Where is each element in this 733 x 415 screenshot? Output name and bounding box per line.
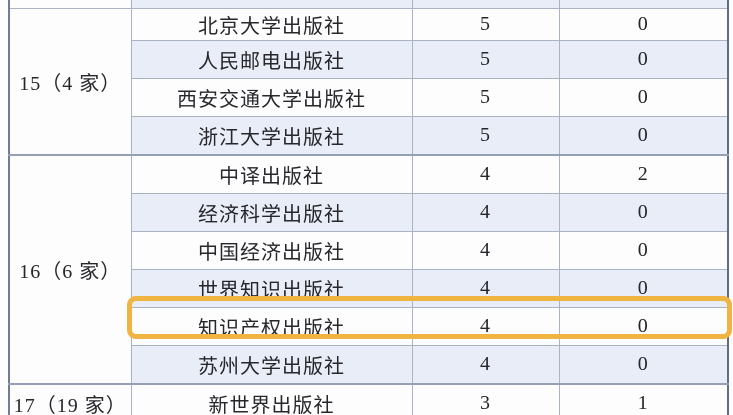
count-cell: 5 — [411, 78, 560, 117]
count-cell: 4 — [411, 193, 560, 232]
count-cell: 4 — [411, 269, 560, 308]
count-cell: 5 — [411, 40, 560, 79]
publisher-cell: 苏州大学出版社 — [130, 345, 413, 385]
publisher-cell: 中译出版社 — [130, 154, 413, 194]
publisher-cell: 世界知识出版社 — [130, 269, 413, 308]
table-row: 17（19 家） 新世界出版社 3 1 — [8, 383, 729, 415]
count-cell: 4 — [411, 154, 560, 194]
secondary-count-cell: 1 — [558, 383, 729, 415]
table-row: 西安交通大学出版社 5 0 — [9, 78, 729, 117]
secondary-count-cell: 2 — [558, 154, 729, 194]
publisher-cell: 北京大学出版社 — [130, 8, 413, 41]
secondary-count-cell: 0 — [558, 78, 729, 117]
publisher-cell: 西安交通大学出版社 — [130, 78, 413, 117]
group-cell-16: 16（6 家） — [8, 154, 132, 385]
secondary-count-cell: 0 — [558, 40, 729, 79]
top-sliver-cell — [411, 0, 560, 9]
secondary-count-cell: 0 — [558, 231, 729, 270]
secondary-count-cell: 0 — [558, 307, 729, 346]
table-row: 人民邮电出版社 5 0 — [9, 40, 729, 79]
count-cell: 5 — [411, 116, 560, 156]
count-cell: 3 — [411, 383, 560, 415]
top-sliver-group-cell — [8, 0, 132, 9]
table-row-highlighted: 知识产权出版社 4 0 — [9, 307, 729, 346]
publisher-cell: 浙江大学出版社 — [130, 116, 413, 156]
count-cell: 5 — [411, 8, 560, 41]
highlight-box — [127, 296, 732, 339]
group-cell-15: 15（4 家） — [8, 8, 132, 156]
secondary-count-cell: 0 — [558, 193, 729, 232]
secondary-count-cell: 0 — [558, 116, 729, 156]
count-cell: 4 — [411, 345, 560, 385]
table-row: 中国经济出版社 4 0 — [9, 231, 729, 270]
count-cell: 4 — [411, 231, 560, 270]
count-cell: 4 — [411, 307, 560, 346]
publisher-cell: 人民邮电出版社 — [130, 40, 413, 79]
table-row: 15（4 家） 北京大学出版社 5 0 — [8, 8, 729, 156]
group-cell-17: 17（19 家） — [8, 383, 132, 415]
publisher-cell: 新世界出版社 — [130, 383, 413, 415]
table-row: 苏州大学出版社 4 0 — [9, 345, 729, 385]
top-sliver-cell — [130, 0, 413, 9]
table-row: 16（6 家） 中译出版社 4 2 — [8, 154, 729, 385]
table-row: 经济科学出版社 4 0 — [9, 193, 729, 232]
top-sliver-cell — [558, 0, 729, 9]
table-row: 世界知识出版社 4 0 — [9, 269, 729, 308]
secondary-count-cell: 0 — [558, 8, 729, 41]
secondary-count-cell: 0 — [558, 345, 729, 385]
publisher-table: 15（4 家） 北京大学出版社 5 0 人民邮电出版社 5 0 西安交通大学出版… — [8, 0, 729, 415]
table-row: 浙江大学出版社 5 0 — [9, 116, 729, 156]
top-row-sliver — [8, 0, 729, 9]
publisher-cell: 经济科学出版社 — [130, 193, 413, 232]
publisher-cell: 中国经济出版社 — [130, 231, 413, 270]
